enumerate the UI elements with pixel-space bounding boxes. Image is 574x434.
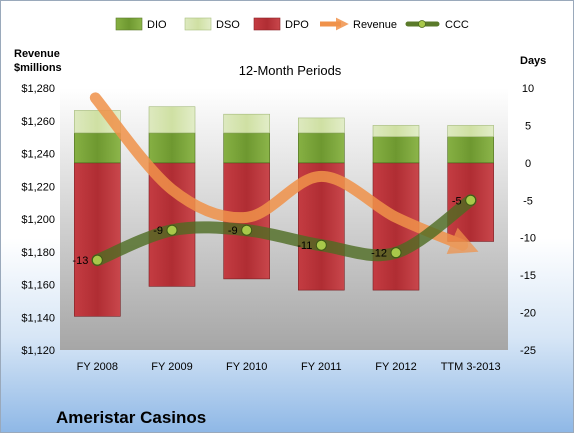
legend: DIO DSO DPO Revenue CCC: [115, 17, 469, 31]
x-axis-ticks: FY 2008 FY 2009 FY 2010 FY 2011 FY 2012 TTM 3…: [77, 361, 501, 373]
x-tick-label: FY 2008: [77, 361, 118, 373]
dso-bar: [447, 125, 494, 137]
legend-swatch-dio: [115, 17, 143, 31]
left-tick-label: $1,160: [21, 280, 55, 292]
right-tick-label: 0: [525, 158, 531, 170]
legend-ccc-marker: [418, 20, 426, 28]
right-tick-label: 5: [525, 120, 531, 132]
dio-bar: [223, 132, 270, 164]
left-tick-label: $1,180: [21, 247, 55, 259]
right-tick-label: -20: [520, 308, 536, 320]
dso-bar: [372, 125, 420, 137]
right-tick-label: -25: [520, 345, 536, 357]
ccc-point: [390, 247, 402, 259]
left-axis-title-line1: Revenue: [14, 48, 60, 60]
company-name: Ameristar Casinos: [56, 408, 206, 427]
x-tick-label: FY 2011: [301, 361, 342, 373]
legend-swatch-dso: [184, 17, 212, 31]
left-tick-label: $1,220: [21, 181, 55, 193]
ccc-point: [166, 224, 178, 236]
dio-bar: [447, 136, 494, 164]
left-tick-label: $1,140: [21, 312, 55, 324]
ccc-data-label: -11: [297, 240, 312, 252]
left-axis-ticks: $1,120 $1,140 $1,160 $1,180 $1,200 $1,220 $1,2…: [21, 83, 55, 357]
ccc-data-label: -9: [153, 225, 163, 237]
dio-bar: [74, 132, 121, 164]
dio-bar: [298, 132, 345, 164]
ccc-series: -13 -9 -9 -11 -12 -5: [72, 194, 477, 267]
legend-label-dpo: DPO: [285, 19, 309, 31]
ccc-point: [465, 194, 477, 206]
left-axis-title-line2: $millions: [14, 62, 62, 74]
legend-label-dso: DSO: [216, 19, 240, 31]
legend-label-ccc: CCC: [445, 19, 469, 31]
x-tick-label: FY 2012: [375, 361, 416, 373]
dpo-bar: [74, 162, 121, 317]
ccc-point: [241, 224, 253, 236]
ccc-data-label: -9: [228, 225, 238, 237]
ccc-line: [91, 194, 477, 267]
dso-bar: [223, 113, 270, 134]
revenue-series: [89, 92, 479, 254]
right-axis-ticks: -25 -20 -15 -10 -5 0 5 10: [520, 83, 536, 357]
chart-title: 12-Month Periods: [239, 63, 342, 78]
left-tick-label: $1,260: [21, 116, 55, 128]
left-tick-label: $1,120: [21, 345, 55, 357]
left-tick-label: $1,280: [21, 83, 55, 95]
ccc-point: [315, 239, 327, 251]
revenue-line: [89, 92, 479, 254]
right-tick-label: 10: [522, 83, 534, 95]
x-tick-label: FY 2009: [151, 361, 192, 373]
ccc-data-label: -5: [452, 195, 462, 207]
ccc-data-label: -12: [371, 248, 387, 260]
dso-bar: [298, 117, 345, 134]
x-tick-label: FY 2010: [226, 361, 267, 373]
right-tick-label: -10: [520, 233, 536, 245]
right-tick-label: -5: [523, 195, 533, 207]
right-tick-label: -15: [520, 270, 536, 282]
x-tick-label: TTM 3-2013: [441, 361, 501, 373]
dio-bar: [372, 136, 420, 164]
left-tick-label: $1,200: [21, 214, 55, 226]
ccc-data-label: -13: [72, 255, 88, 267]
legend-swatch-dpo: [253, 17, 281, 31]
legend-label-dio: DIO: [147, 19, 167, 31]
dio-bar: [148, 132, 196, 164]
ccc-point: [91, 254, 103, 266]
dso-bar: [148, 106, 196, 134]
left-tick-label: $1,240: [21, 149, 55, 161]
right-axis-title: Days: [520, 55, 546, 67]
plot-area: [60, 88, 508, 350]
legend-label-revenue: Revenue: [353, 19, 397, 31]
